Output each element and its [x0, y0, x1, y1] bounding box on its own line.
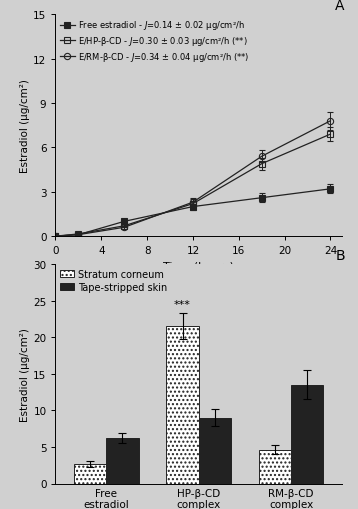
Bar	[74, 464, 106, 484]
Bar	[199, 418, 231, 484]
Legend: Stratum corneum, Tape-stripped skin: Stratum corneum, Tape-stripped skin	[61, 270, 167, 292]
Text: B: B	[335, 248, 345, 263]
X-axis label: Time (hours): Time (hours)	[163, 261, 234, 271]
Bar	[106, 438, 139, 484]
Text: ***: ***	[174, 299, 191, 309]
Legend: Free estradiol - $J$=0.14 ± 0.02 μg/cm²/h, E/HP-β-CD - $J$=0.30 ± 0.03 μg/cm²/h : Free estradiol - $J$=0.14 ± 0.02 μg/cm²/…	[60, 19, 250, 64]
Bar	[259, 450, 291, 484]
Y-axis label: Estradiol (μg/cm²): Estradiol (μg/cm²)	[20, 79, 30, 173]
Y-axis label: Estradiol (μg/cm²): Estradiol (μg/cm²)	[20, 327, 30, 421]
Text: A: A	[335, 0, 345, 13]
Bar	[166, 327, 199, 484]
Bar	[291, 385, 323, 484]
